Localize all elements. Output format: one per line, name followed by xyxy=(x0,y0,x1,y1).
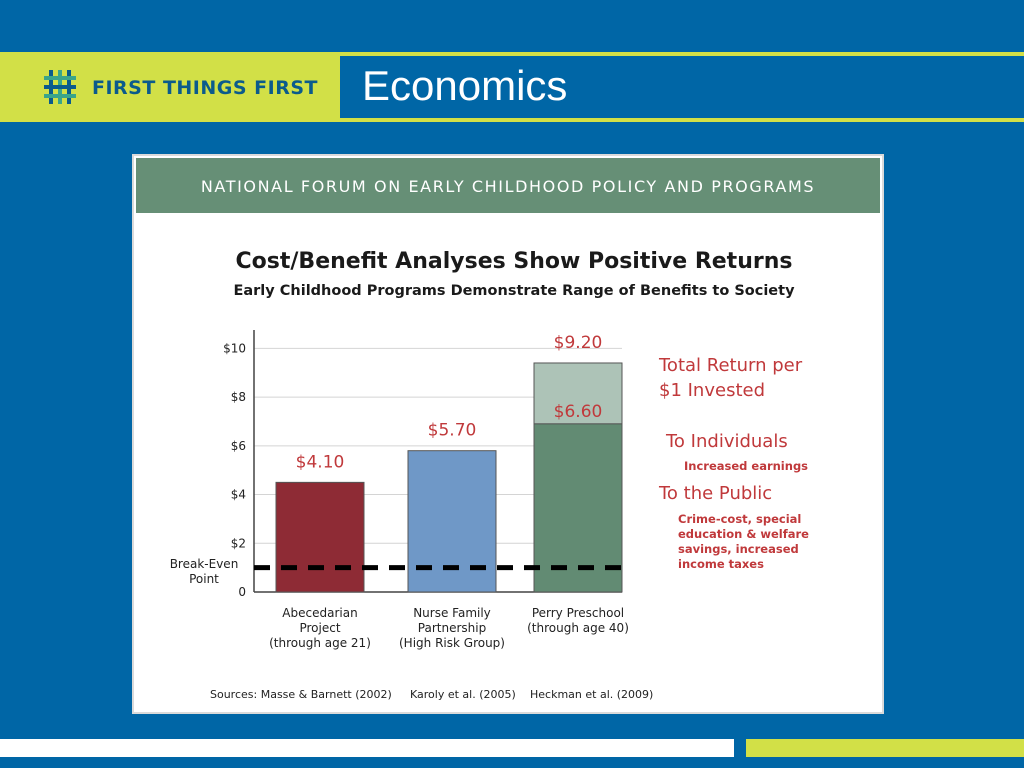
bar-value-label: $5.70 xyxy=(428,421,477,441)
chart-figure: NATIONAL FORUM ON EARLY CHILDHOOD POLICY… xyxy=(132,154,884,714)
brand-name: FIRST THINGS FIRST xyxy=(92,77,318,99)
x-category-label: (through age 40) xyxy=(527,621,629,635)
legend-individuals-label: To Individuals xyxy=(665,431,788,452)
legend-total-label: Total Return per xyxy=(658,355,803,376)
bar-segment-lower xyxy=(533,423,623,593)
legend-public-note: income taxes xyxy=(678,557,764,571)
source-text: Sources: Masse & Barnett (2002) xyxy=(210,688,392,701)
x-category-label: (through age 21) xyxy=(269,636,371,650)
x-category-label: Partnership xyxy=(418,621,486,635)
bar-value-label: $4.10 xyxy=(296,452,345,472)
y-tick-label: $8 xyxy=(231,390,246,404)
bar xyxy=(407,450,497,593)
legend-public-label: To the Public xyxy=(658,483,772,504)
chart-banner xyxy=(136,158,880,213)
legend-total-label: $1 Invested xyxy=(659,380,765,401)
x-category-label: Abecedarian xyxy=(282,606,357,620)
logo-icon xyxy=(44,70,76,104)
legend-public-note: Crime-cost, special xyxy=(678,512,801,526)
x-category-label: Perry Preschool xyxy=(532,606,624,620)
x-category-label: (High Risk Group) xyxy=(399,636,505,650)
chart-subtitle: Early Childhood Programs Demonstrate Ran… xyxy=(233,283,795,299)
title-area: Economics xyxy=(340,56,1024,118)
slide-title: Economics xyxy=(362,62,568,109)
brand-area: FIRST THINGS FIRST xyxy=(0,56,338,118)
y-tick-label: 0 xyxy=(238,585,246,599)
x-category-label: Project xyxy=(299,621,340,635)
bar xyxy=(275,481,365,593)
legend-individuals-note: Increased earnings xyxy=(684,459,808,473)
segment-value-label: $6.60 xyxy=(554,402,603,422)
x-category-label: Nurse Family xyxy=(413,606,491,620)
footer-bar-white xyxy=(0,739,734,757)
source-text: Karoly et al. (2005) xyxy=(410,688,516,701)
y-tick-label: $6 xyxy=(231,439,246,453)
y-tick-label: $10 xyxy=(223,341,246,355)
y-tick-label: $4 xyxy=(231,488,246,502)
legend-public-note: education & welfare xyxy=(678,527,809,541)
y-tick-label: $2 xyxy=(231,536,246,550)
banner-text: NATIONAL FORUM ON EARLY CHILDHOOD POLICY… xyxy=(201,177,815,196)
break-even-label: Point xyxy=(189,572,219,586)
cost-benefit-chart: NATIONAL FORUM ON EARLY CHILDHOOD POLICY… xyxy=(136,158,880,701)
source-text: Heckman et al. (2009) xyxy=(530,688,653,701)
break-even-label: Break-Even xyxy=(170,557,239,571)
bar-value-label: $9.20 xyxy=(554,333,603,353)
footer-bar-lime xyxy=(746,739,1024,757)
legend-public-note: savings, increased xyxy=(678,542,799,556)
chart-title: Cost/Benefit Analyses Show Positive Retu… xyxy=(236,249,793,274)
bar-segment-upper xyxy=(533,362,623,425)
